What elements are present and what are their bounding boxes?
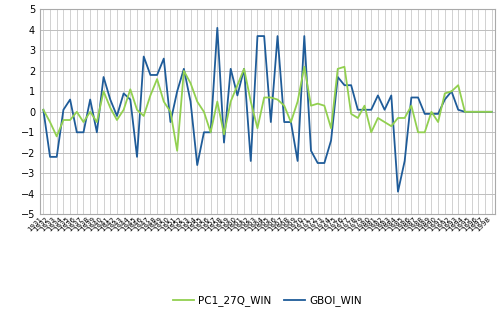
PC1_27Q_WIN [455,83,461,87]
GBOI_WIN [40,108,46,112]
GBOI_WIN [488,110,494,114]
Line: PC1_27Q_WIN: PC1_27Q_WIN [44,67,492,151]
PC1_27Q_WIN [355,116,361,120]
PC1_27Q_WIN [462,110,468,114]
GBOI_WIN [395,190,401,193]
PC1_27Q_WIN [375,116,381,120]
GBOI_WIN [348,83,354,87]
GBOI_WIN [448,89,454,93]
Line: GBOI_WIN: GBOI_WIN [44,28,492,192]
GBOI_WIN [368,108,374,112]
GBOI_WIN [214,26,220,30]
GBOI_WIN [455,108,461,112]
PC1_27Q_WIN [174,149,180,152]
Legend: PC1_27Q_WIN, GBOI_WIN: PC1_27Q_WIN, GBOI_WIN [169,291,366,310]
PC1_27Q_WIN [40,108,46,112]
GBOI_WIN [462,110,468,114]
GBOI_WIN [408,95,414,99]
PC1_27Q_WIN [302,65,308,69]
PC1_27Q_WIN [448,89,454,93]
PC1_27Q_WIN [488,110,494,114]
PC1_27Q_WIN [408,104,414,107]
